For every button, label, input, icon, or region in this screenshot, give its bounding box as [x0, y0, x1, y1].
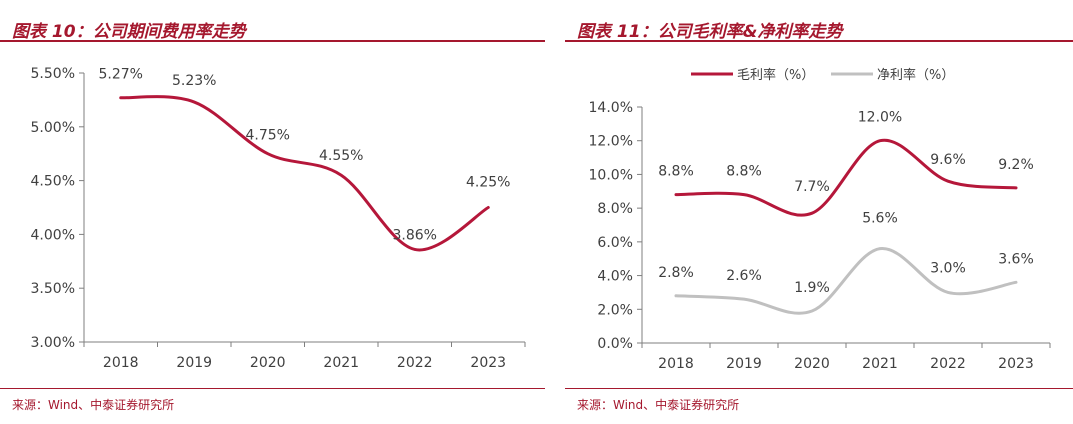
x-tick-label: 2020	[794, 356, 830, 372]
y-tick-label: 4.50%	[31, 174, 75, 190]
x-tick-label: 2023	[998, 356, 1034, 372]
chart-title-bar: 图表 11：公司毛利率&净利率走势	[565, 10, 1073, 42]
y-tick-label: 14.0%	[589, 100, 633, 116]
data-label: 5.27%	[99, 67, 143, 83]
chart-title: 图表 11：公司毛利率&净利率走势	[577, 22, 843, 42]
y-tick-label: 3.50%	[31, 281, 75, 297]
y-tick-label: 3.00%	[31, 335, 75, 351]
data-label: 1.9%	[794, 280, 830, 296]
x-tick-label: 2018	[658, 356, 694, 372]
data-label: 4.55%	[319, 148, 363, 164]
expense-ratio-panel: 图表 10：公司期间费用率走势 3.00% 3.50% 4.00% 4.50% 5.00…	[0, 10, 545, 412]
y-tick-label: 8.0%	[597, 201, 633, 217]
data-label: 8.8%	[658, 164, 694, 180]
y-tick-label: 2.0%	[597, 302, 633, 318]
x-tick-label: 2019	[726, 356, 762, 372]
data-label: 3.6%	[998, 251, 1034, 267]
chart-title: 图表 10：公司期间费用率走势	[12, 22, 246, 42]
data-label: 4.25%	[466, 175, 510, 191]
source-note: 来源：Wind、中泰证券研究所	[12, 398, 175, 412]
x-tick-label: 2021	[323, 355, 359, 371]
x-tick-label: 2023	[470, 355, 506, 371]
margin-panel: 图表 11：公司毛利率&净利率走势 0.0% 2.0% 4.0% 6.0% 8.0% 10…	[565, 0, 1073, 424]
data-label: 7.7%	[794, 179, 830, 195]
data-label: 5.6%	[862, 211, 898, 227]
series-line-0	[674, 138, 1018, 217]
legend-label: 毛利率（%）	[737, 67, 814, 83]
series-line-0	[119, 95, 490, 252]
series-line-1	[674, 247, 1018, 315]
data-label: 4.75%	[246, 128, 290, 144]
data-label: 2.8%	[658, 265, 694, 281]
x-tick-label: 2020	[250, 355, 286, 371]
x-tick-label: 2019	[176, 355, 212, 371]
x-tick-label: 2018	[103, 355, 139, 371]
x-tick-label: 2022	[397, 355, 433, 371]
data-label: 8.8%	[726, 164, 762, 180]
data-label: 5.23%	[172, 73, 216, 89]
y-tick-label: 12.0%	[589, 134, 633, 150]
x-tick-label: 2021	[862, 356, 898, 372]
margin-chart: 0.0% 2.0% 4.0% 6.0% 8.0% 10.0% 12.0% 14.0% 2018 2…	[589, 67, 1051, 372]
x-tick-label: 2022	[930, 356, 966, 372]
data-label: 3.86%	[393, 227, 437, 243]
y-tick-label: 10.0%	[589, 167, 633, 183]
data-label: 2.6%	[726, 268, 762, 284]
data-label: 9.6%	[930, 152, 966, 168]
source-divider	[565, 388, 1073, 389]
data-label: 9.2%	[998, 157, 1034, 173]
source-divider	[0, 388, 545, 389]
y-tick-label: 4.00%	[31, 227, 75, 243]
y-tick-label: 6.0%	[597, 235, 633, 251]
data-label: 12.0%	[858, 110, 902, 126]
legend-label: 净利率（%）	[877, 67, 954, 83]
y-tick-label: 4.0%	[597, 269, 633, 285]
chart-title-bar: 图表 10：公司期间费用率走势	[0, 10, 545, 42]
y-tick-label: 0.0%	[597, 336, 633, 352]
y-tick-label: 5.50%	[31, 66, 75, 82]
source-note: 来源：Wind、中泰证券研究所	[577, 398, 740, 412]
data-label: 3.0%	[930, 260, 966, 276]
expense-ratio-chart: 3.00% 3.50% 4.00% 4.50% 5.00% 5.50% 2018 2019 20…	[31, 66, 526, 371]
y-tick-label: 5.00%	[31, 120, 75, 136]
